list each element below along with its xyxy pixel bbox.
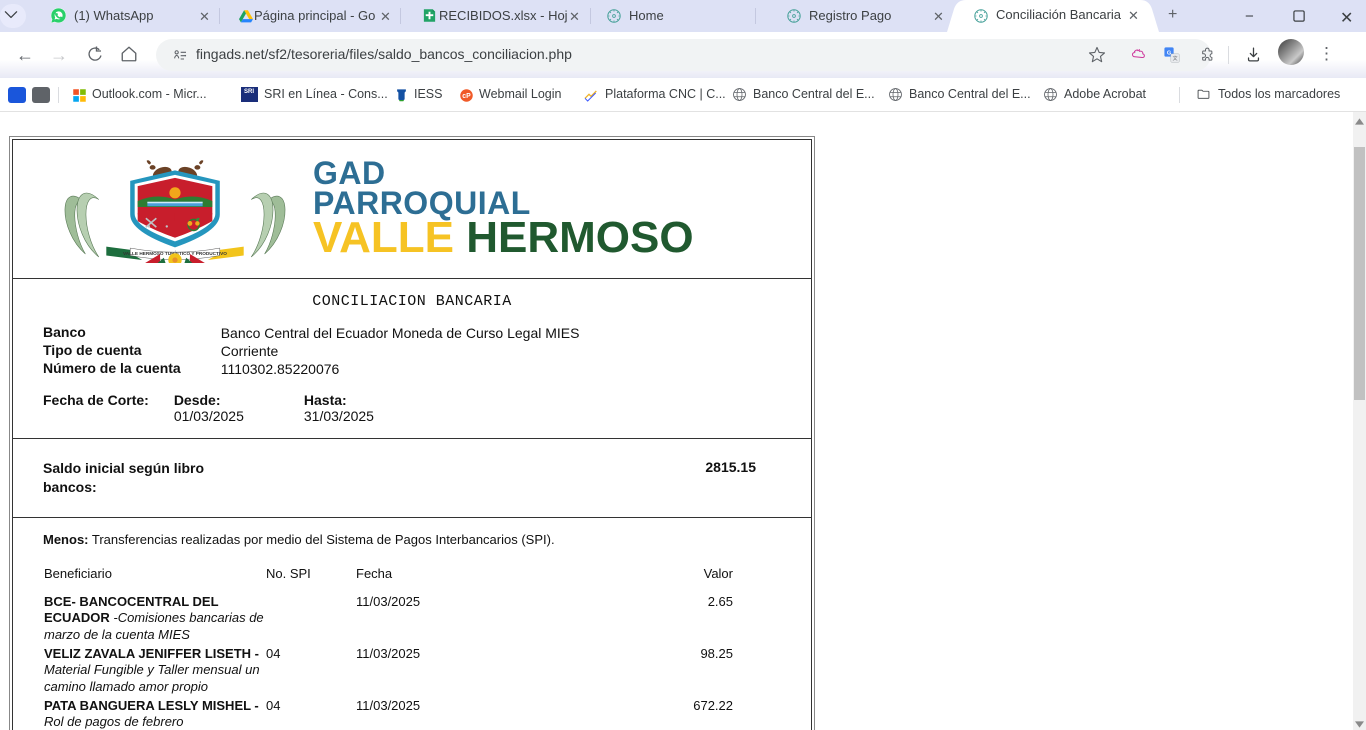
svg-text:cP: cP [462, 93, 471, 100]
